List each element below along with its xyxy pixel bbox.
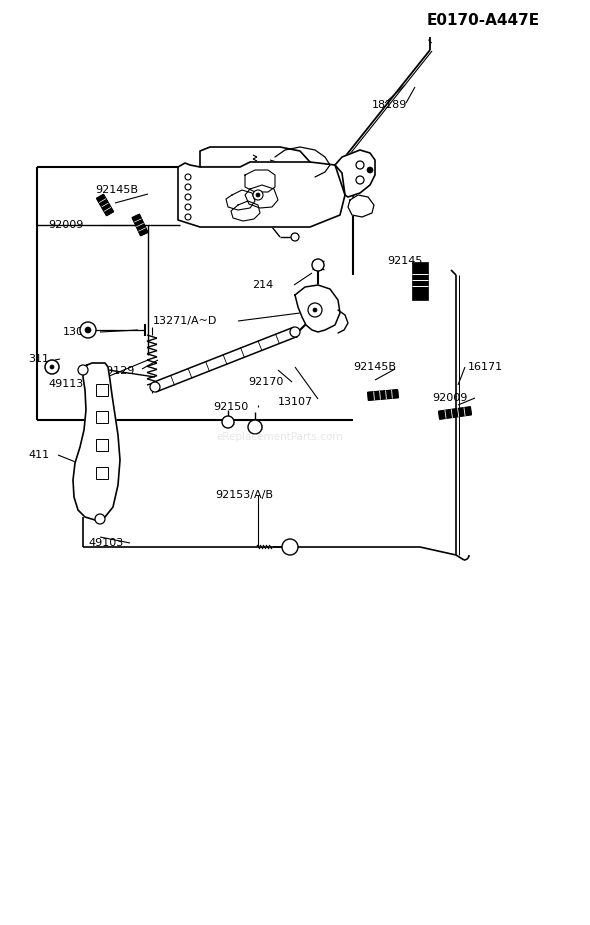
Text: E0170-A447E: E0170-A447E: [427, 13, 540, 28]
Circle shape: [290, 327, 300, 337]
Circle shape: [78, 365, 88, 375]
Circle shape: [356, 161, 364, 169]
Text: 92145B: 92145B: [95, 185, 138, 195]
Polygon shape: [226, 190, 255, 210]
Bar: [96, 439, 108, 451]
Polygon shape: [153, 327, 297, 391]
Circle shape: [150, 382, 160, 392]
Circle shape: [80, 322, 96, 338]
Text: 92170: 92170: [248, 377, 283, 387]
Text: 16171: 16171: [468, 362, 503, 372]
Text: 92153/A/B: 92153/A/B: [215, 490, 273, 500]
Circle shape: [248, 420, 262, 434]
Text: 92009: 92009: [48, 220, 83, 230]
Bar: [412, 262, 428, 300]
Polygon shape: [348, 195, 374, 217]
Text: 214: 214: [252, 280, 273, 290]
Circle shape: [256, 193, 260, 197]
Text: 92145B: 92145B: [353, 362, 396, 372]
Circle shape: [185, 214, 191, 220]
Polygon shape: [335, 150, 375, 197]
Circle shape: [85, 327, 91, 333]
Polygon shape: [295, 285, 340, 332]
Bar: [96, 467, 108, 479]
Circle shape: [45, 360, 59, 374]
Circle shape: [367, 167, 373, 173]
Circle shape: [50, 365, 54, 369]
Circle shape: [356, 176, 364, 184]
Text: 13107: 13107: [278, 397, 313, 407]
Text: 49113: 49113: [48, 379, 83, 389]
Circle shape: [222, 416, 234, 428]
Polygon shape: [245, 185, 278, 208]
Bar: [96, 411, 108, 423]
Text: 311: 311: [28, 354, 49, 364]
Polygon shape: [73, 363, 120, 520]
Polygon shape: [245, 170, 275, 192]
Text: 18189: 18189: [372, 100, 407, 110]
Text: 411: 411: [28, 450, 49, 460]
Text: 130: 130: [63, 327, 84, 337]
Text: 92150: 92150: [213, 402, 248, 412]
Polygon shape: [368, 389, 398, 401]
Circle shape: [312, 259, 324, 271]
Text: eReplacementParts.com: eReplacementParts.com: [217, 432, 343, 442]
Bar: [96, 384, 108, 396]
Circle shape: [282, 539, 298, 555]
Text: 92009: 92009: [432, 393, 467, 403]
Text: 49103: 49103: [88, 538, 123, 548]
Circle shape: [185, 184, 191, 190]
Polygon shape: [178, 162, 345, 227]
Polygon shape: [132, 215, 148, 236]
Circle shape: [185, 174, 191, 180]
Polygon shape: [97, 194, 113, 216]
Polygon shape: [438, 407, 471, 419]
Text: 92145A: 92145A: [268, 168, 311, 178]
Circle shape: [185, 204, 191, 210]
Text: 39129: 39129: [99, 366, 135, 376]
Circle shape: [95, 514, 105, 524]
Circle shape: [253, 190, 263, 200]
Circle shape: [291, 233, 299, 241]
Circle shape: [308, 303, 322, 317]
Circle shape: [185, 194, 191, 200]
Polygon shape: [231, 201, 260, 221]
Circle shape: [313, 308, 317, 312]
Text: 13271/A~D: 13271/A~D: [153, 316, 217, 326]
Text: 92145: 92145: [387, 256, 422, 266]
